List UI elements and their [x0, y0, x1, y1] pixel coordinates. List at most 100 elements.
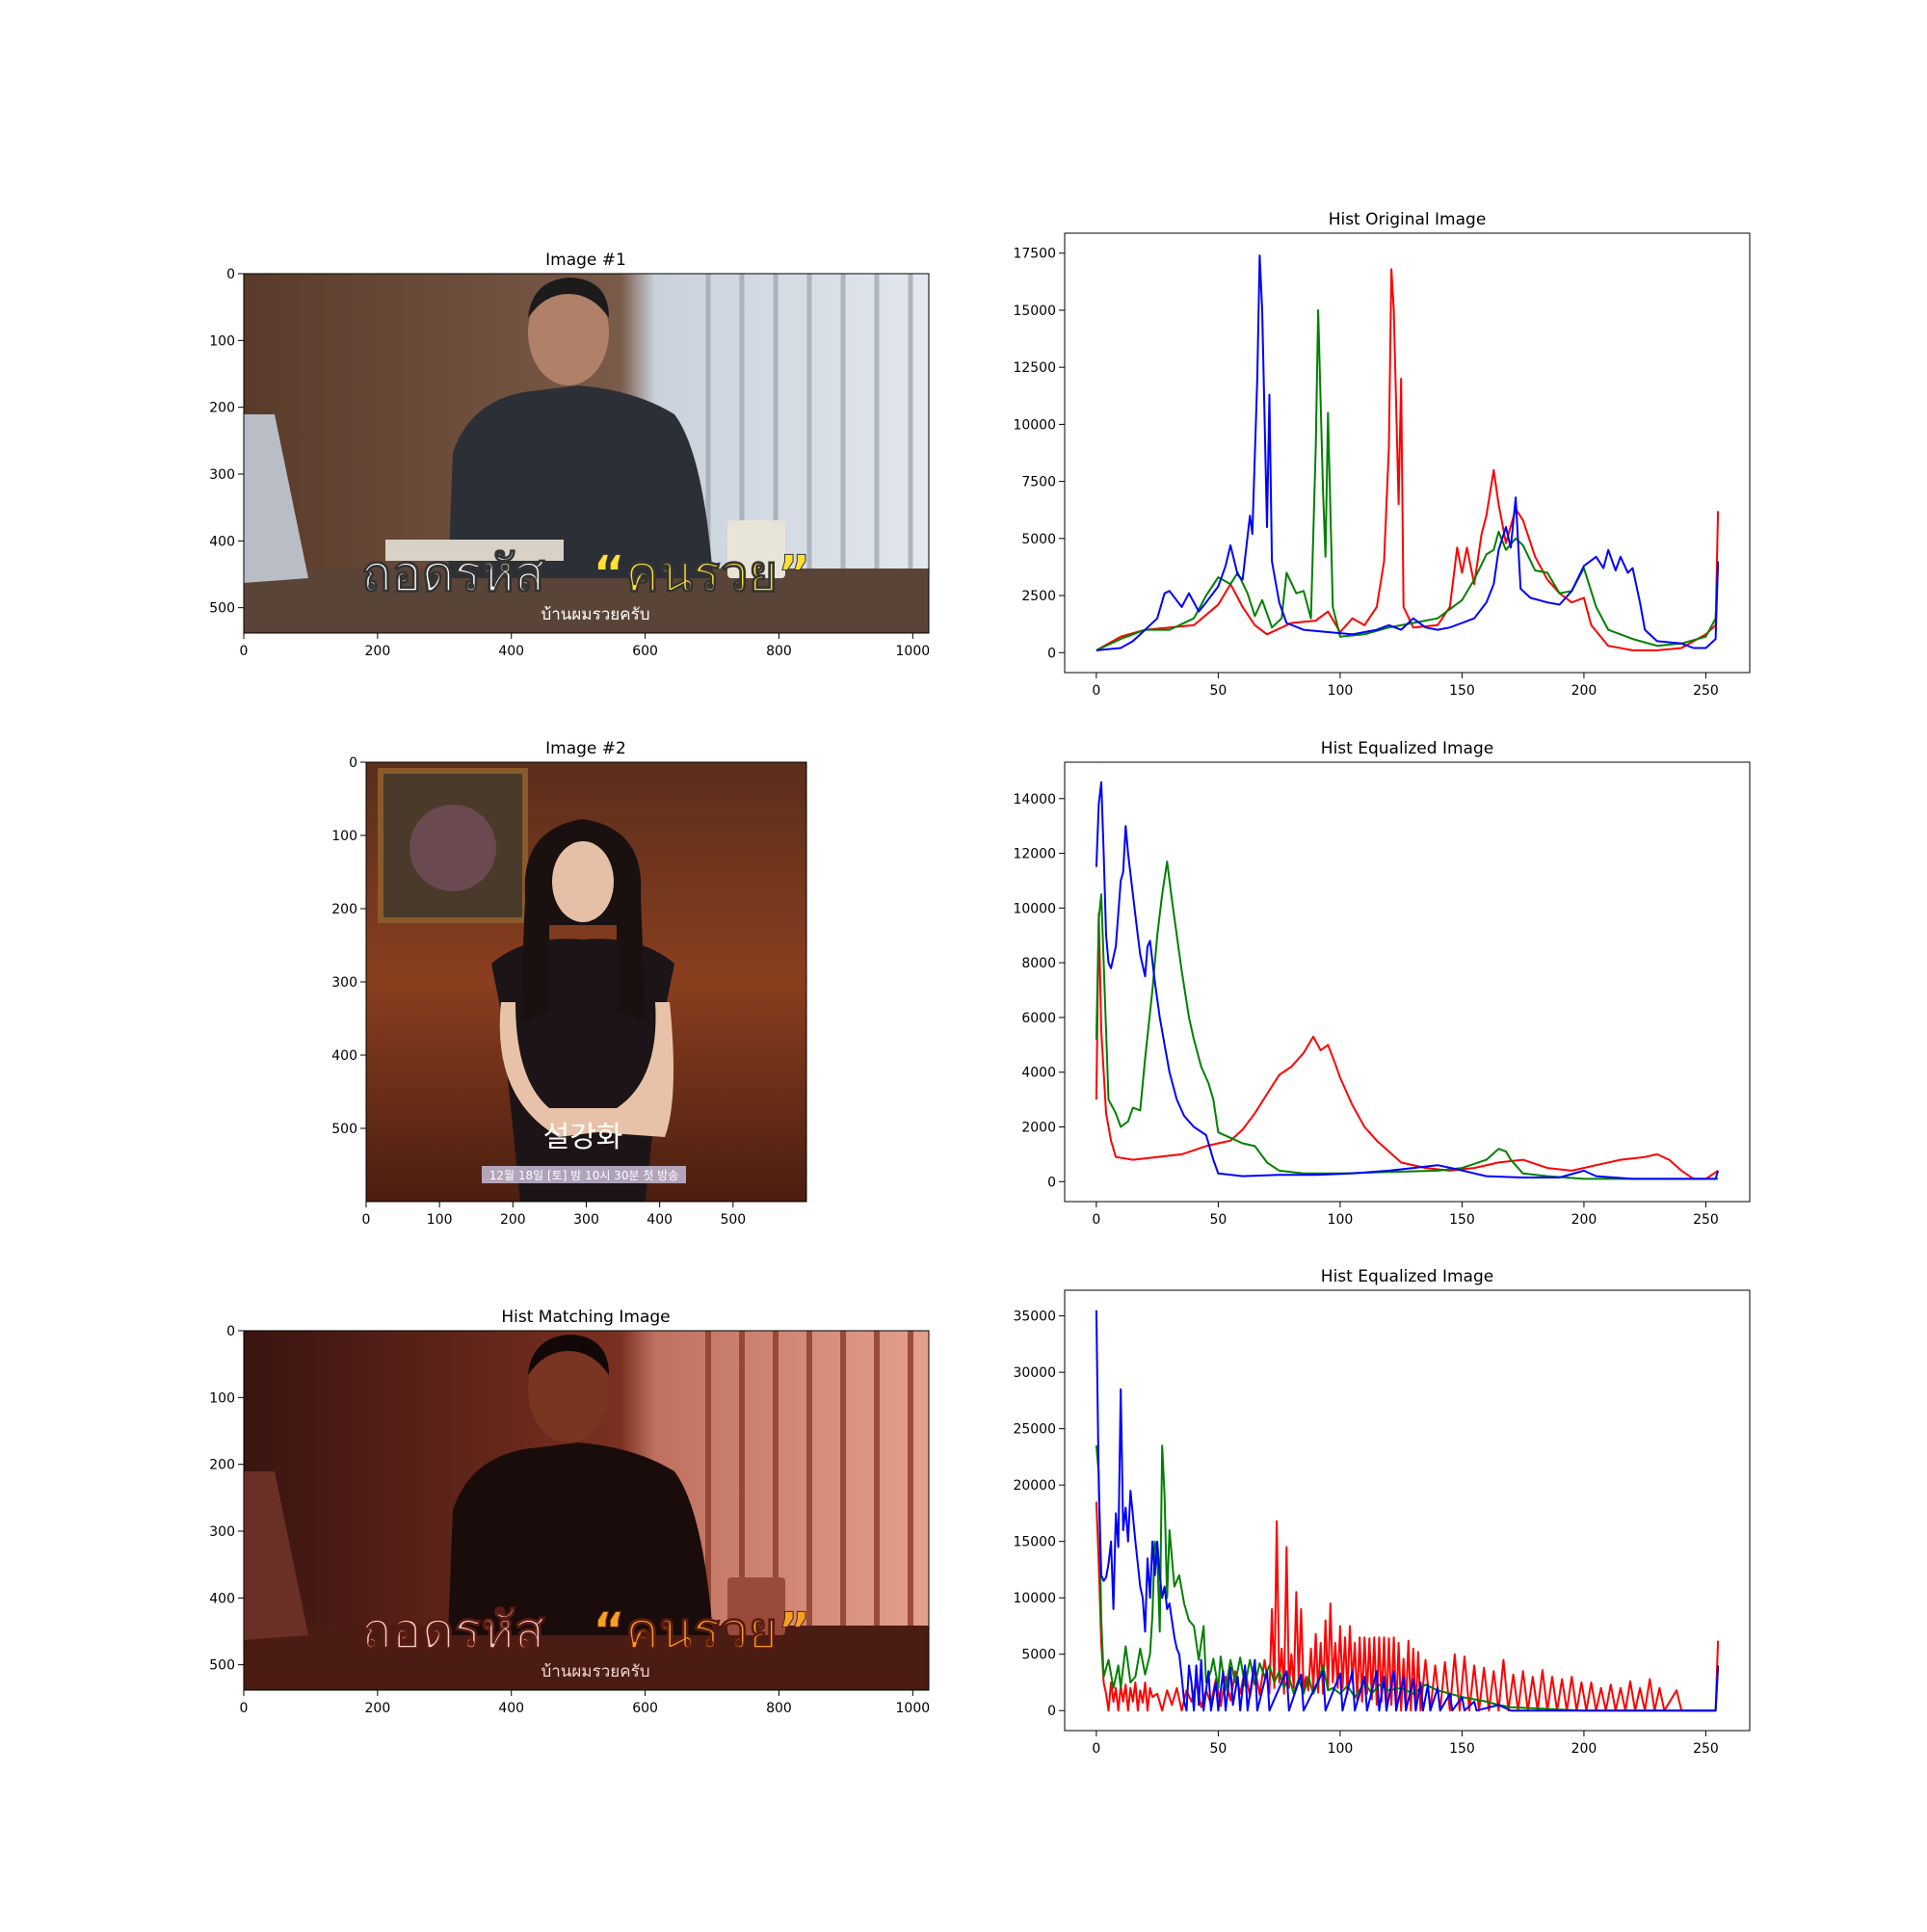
image-ytick-label: 400: [209, 1591, 235, 1606]
hist-series-red: [1095, 268, 1720, 651]
image-1-head: [528, 279, 609, 385]
image-ytick-label: 300: [331, 975, 357, 991]
hist-xtick-label: 250: [1693, 1741, 1719, 1757]
image-1-person: [448, 385, 713, 578]
image-2-overlay-band: [482, 1166, 686, 1183]
image-xtick-label: 600: [632, 1701, 658, 1716]
image-panel-3: Hist Matching Image ถอดรหัส “คนรวย” บ้าน…: [209, 1308, 930, 1716]
image-3-title: Hist Matching Image: [501, 1308, 670, 1327]
hist-ytick-label: 2000: [1021, 1120, 1056, 1135]
image-1-hair: [528, 278, 609, 318]
hist-ytick-label: 10000: [1013, 1591, 1056, 1606]
hist-matching-panel: Hist Equalized Image 0 50 100 150 200 250 0 5000…: [1013, 1267, 1751, 1757]
image-ytick-label: 0: [226, 267, 235, 282]
image-xtick-label: 1000: [896, 644, 931, 659]
image-xtick-label: 800: [766, 644, 792, 659]
image-2-axes: 0 100 200 300 400 500 0 100 200 300 400 500: [331, 755, 746, 1228]
hist-title: Hist Equalized Image: [1321, 739, 1493, 758]
hist-ytick-label: 10000: [1013, 901, 1056, 916]
hist-ytick-label: 30000: [1013, 1365, 1056, 1381]
image-2-arms: [499, 1002, 673, 1137]
hist-ytick-label: 5000: [1021, 1648, 1056, 1663]
image-xtick-label: 100: [427, 1212, 453, 1228]
hist-series-green: [1095, 308, 1720, 651]
hist-xtick-label: 100: [1328, 1741, 1354, 1757]
hist-ytick-label: 15000: [1013, 304, 1056, 319]
image-1-overlay-main: ถอดรหัส: [361, 545, 545, 603]
image-ytick-label: 200: [209, 401, 235, 416]
hist-ytick-label: 17500: [1013, 247, 1056, 262]
image-1-mug: [727, 520, 785, 578]
image-xtick-label: 200: [500, 1212, 526, 1228]
hist-xtick-label: 100: [1328, 683, 1354, 699]
image-xtick-label: 0: [362, 1212, 371, 1228]
image-ytick-label: 200: [331, 902, 357, 917]
hist-title: Hist Original Image: [1329, 210, 1487, 229]
image-3-frame: [243, 1330, 930, 1691]
image-xtick-label: 400: [498, 644, 524, 659]
image-ytick-label: 400: [209, 534, 235, 549]
hist-series-red: [1095, 913, 1719, 1180]
image-xtick-label: 400: [647, 1212, 673, 1228]
image-ytick-label: 300: [209, 1524, 235, 1540]
hist-ytick-label: 8000: [1021, 956, 1056, 971]
image-2-title: Image #2: [545, 739, 626, 758]
image-ytick-label: 0: [349, 755, 357, 771]
hist-ytick-label: 35000: [1013, 1310, 1056, 1325]
image-xtick-label: 1000: [896, 1701, 931, 1716]
hist-ytick-label: 14000: [1013, 792, 1056, 807]
hist-xtick-label: 250: [1693, 1212, 1719, 1228]
hist-equalized-panel: Hist Equalized Image 0 50 100 150 200 250 0 2000…: [1013, 739, 1751, 1228]
image-1-axes: 0 200 400 600 800 1000 0 100 200 300 400 500: [209, 267, 930, 659]
image-3-laptop: [244, 1471, 308, 1640]
image-1-overlay-sub: บ้านผมรวยครับ: [541, 605, 649, 624]
image-1-books: [385, 540, 564, 561]
hist-series-green: [1095, 860, 1719, 1180]
image-1-overlay-highlight: “คนรวย”: [593, 545, 810, 603]
image-panel-1: Image #1 ถอดรหัส “คนรวย” บ้านผมรวยครับ 0…: [209, 251, 930, 659]
image-panel-2: Image #2 설강화 12월 18일 [토] 밤 10시 30분 첫 방송 …: [331, 739, 807, 1228]
hist-ytick-label: 7500: [1021, 475, 1056, 490]
image-1-frame: [243, 273, 930, 634]
image-xtick-label: 200: [365, 1701, 391, 1716]
hist-xtick-label: 50: [1209, 1741, 1227, 1757]
image-ytick-label: 400: [331, 1048, 357, 1064]
image-3-overlay-sub: บ้านผมรวยครับ: [541, 1662, 649, 1681]
hist-plot-frame: [1064, 1289, 1751, 1732]
image-xtick-label: 0: [240, 644, 249, 659]
image-2-overlay-main: 설강화: [543, 1121, 623, 1154]
image-3-desk: [244, 1626, 929, 1690]
hist-ytick-label: 0: [1047, 646, 1056, 661]
hist-series-green: [1095, 1444, 1720, 1712]
hist-xtick-label: 0: [1092, 1741, 1100, 1757]
hist-xtick-label: 50: [1209, 683, 1227, 699]
hist-ytick-label: 6000: [1021, 1011, 1056, 1026]
hist-series-red: [1095, 1501, 1720, 1712]
hist-ytick-label: 20000: [1013, 1478, 1056, 1494]
hist-xtick-label: 250: [1693, 683, 1719, 699]
hist-series-blue: [1095, 254, 1720, 651]
hist-ytick-label: 10000: [1013, 417, 1056, 433]
hist-xtick-label: 50: [1209, 1212, 1227, 1228]
image-3-head: [528, 1337, 609, 1442]
hist-xtick-label: 200: [1571, 1741, 1597, 1757]
image-2-flowers: [409, 805, 496, 891]
hist-xtick-label: 0: [1092, 683, 1100, 699]
image-3-hair: [528, 1335, 609, 1375]
image-xtick-label: 800: [766, 1701, 792, 1716]
image-ytick-label: 500: [209, 1658, 235, 1674]
image-ytick-label: 100: [209, 333, 235, 349]
image-xtick-label: 0: [240, 1701, 249, 1716]
hist-ytick-label: 4000: [1021, 1066, 1056, 1081]
hist-ytick-label: 12000: [1013, 847, 1056, 862]
hist-xtick-label: 200: [1571, 1212, 1597, 1228]
image-3-overlay-main: ถอดรหัส: [361, 1602, 545, 1660]
image-2-overlay-sub: 12월 18일 [토] 밤 10시 30분 첫 방송: [489, 1169, 679, 1182]
image-ytick-label: 500: [331, 1122, 357, 1137]
hist-ytick-label: 5000: [1021, 532, 1056, 547]
hist-xtick-label: 150: [1449, 1741, 1475, 1757]
image-xtick-label: 600: [632, 644, 658, 659]
image-ytick-label: 100: [209, 1390, 235, 1406]
